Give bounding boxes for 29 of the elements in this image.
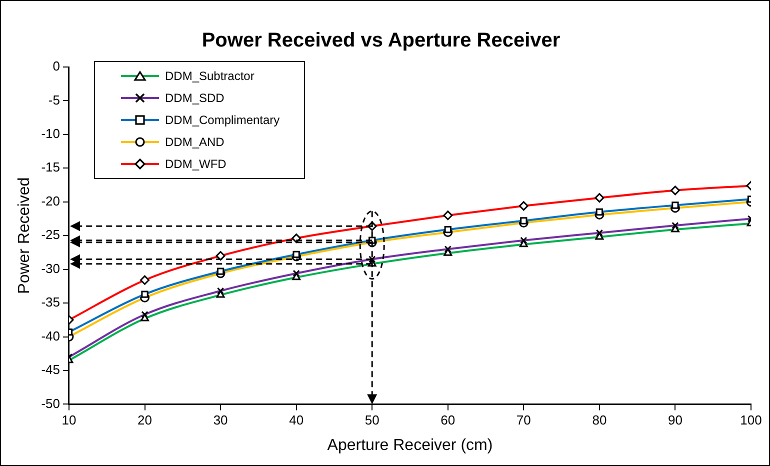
y-axis-title: Power Received [16,177,34,294]
y-tick-label: -20 [41,193,60,208]
y-tick-label: -30 [41,260,60,276]
y-tick-label: -25 [41,227,60,242]
legend-label: DDM_AND [164,135,224,149]
x-tick-label: 80 [592,412,607,428]
x-tick-label: 20 [138,412,152,428]
y-tick-label: -40 [41,328,60,344]
x-tick-label: 50 [364,412,380,428]
x-tick-label: 70 [516,412,531,428]
y-tick-label: -5 [48,92,60,108]
y-tick-label: -50 [41,396,60,411]
x-tick-label: 100 [740,412,762,428]
legend-label: DDM_Subtractor [164,69,254,83]
legend-label: DDM_SDD [164,91,224,105]
y-tick-label: -45 [41,362,60,378]
legend-label: DDM_Complimentary [164,113,280,127]
x-axis-title: Aperture Receiver (cm) [327,436,493,454]
x-tick-label: 40 [289,412,304,428]
y-tick-label: 0 [52,58,60,74]
y-tick-label: -35 [41,294,60,310]
x-tick-label: 60 [440,412,456,428]
y-tick-label: -15 [41,160,60,175]
x-tick-label: 10 [62,412,76,428]
chart-title: Power Received vs Aperture Receiver [202,30,560,52]
legend-label: DDM_WFD [164,157,226,171]
y-tick-label: -10 [41,126,60,142]
x-tick-label: 30 [213,412,228,428]
x-tick-label: 90 [668,412,682,428]
